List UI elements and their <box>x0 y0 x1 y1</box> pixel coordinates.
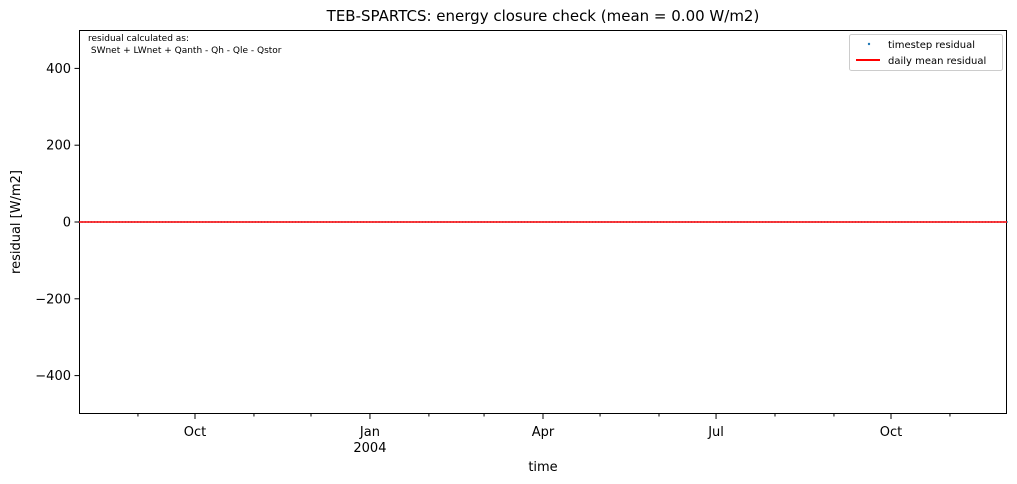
chart-title: TEB-SPARTCS: energy closure check (mean … <box>326 7 760 25</box>
y-tick-label: 200 <box>46 139 71 154</box>
x-tick-label: Jan <box>359 425 380 440</box>
series-layer <box>78 221 1008 223</box>
annotation-line-2: SWnet + LWnet + Qanth - Qh - Qle - Qstor <box>88 46 282 56</box>
x-axis-label: time <box>528 460 557 475</box>
y-axis: 400 200 0 −200 −400 <box>35 62 79 384</box>
x-tick-label: Oct <box>880 425 902 440</box>
legend-box <box>849 34 1003 71</box>
legend-marker-timestep-residual <box>867 42 871 46</box>
y-tick-label: 0 <box>63 216 71 231</box>
legend-label-timestep-residual: timestep residual <box>888 40 975 51</box>
x-tick-label: Jul <box>707 425 724 440</box>
x-tick-year-label: 2004 <box>353 441 386 456</box>
legend: timestep residual daily mean residual <box>849 34 1003 71</box>
plot-area <box>78 30 1008 414</box>
legend-label-daily-mean-residual: daily mean residual <box>888 56 986 67</box>
x-tick-label: Oct <box>184 425 206 440</box>
y-tick-label: −200 <box>35 292 71 307</box>
y-tick-label: 400 <box>46 62 71 77</box>
x-tick-label: Apr <box>532 425 555 440</box>
y-tick-label: −400 <box>35 369 71 384</box>
annotation-line-1: residual calculated as: <box>88 34 189 44</box>
formula-annotation: residual calculated as: SWnet + LWnet + … <box>88 34 282 56</box>
y-axis-label: residual [W/m2] <box>9 170 24 274</box>
